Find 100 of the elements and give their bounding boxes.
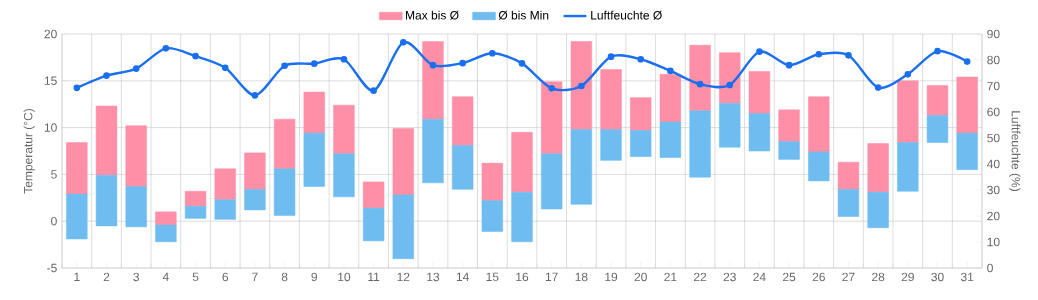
point: [281, 62, 288, 70]
bar: [362, 207, 385, 242]
point: [637, 55, 645, 63]
x-tick-label: 13: [427, 272, 440, 282]
x-tick-label: 17: [545, 272, 558, 281]
bar: [66, 142, 88, 195]
bar: [155, 211, 177, 226]
bar: [748, 113, 771, 152]
x-tick-label: 28: [872, 272, 885, 282]
bar: [481, 162, 503, 201]
bar: [808, 151, 830, 182]
point: [103, 72, 110, 79]
bar: [244, 189, 266, 211]
point: [370, 87, 377, 95]
x-tick-label: 29: [901, 272, 914, 282]
bar: [570, 41, 593, 130]
y-axis-title: Temperatur (°C): [23, 109, 35, 194]
x-tick-label: 21: [664, 272, 677, 282]
point: [518, 60, 526, 67]
legend-label: Luftfeuchte Ø: [591, 10, 662, 20]
bar: [630, 130, 652, 157]
bar: [600, 129, 622, 161]
bar: [125, 125, 147, 187]
x-tick-label: 12: [397, 272, 410, 282]
point: [785, 61, 793, 69]
x-tick-label: 7: [252, 272, 258, 281]
bar: [719, 103, 741, 148]
bar: [867, 143, 889, 193]
point: [132, 65, 140, 72]
point: [607, 53, 615, 60]
bar: [659, 73, 682, 123]
bar: [333, 104, 355, 155]
point: [756, 48, 763, 56]
x-tick-label: 24: [753, 272, 766, 282]
bar: [956, 132, 978, 170]
bar: [867, 191, 889, 229]
bar: [155, 224, 177, 243]
x-tick-label: 6: [222, 272, 229, 282]
bar: [897, 142, 919, 192]
bar: [422, 118, 444, 184]
x-tick-label: 11: [368, 272, 380, 281]
point: [162, 44, 170, 52]
y-tick-label: 0: [51, 216, 57, 226]
bar: [333, 153, 355, 198]
bar: [95, 105, 118, 176]
x-tick-label: 14: [456, 272, 469, 281]
point: [904, 70, 912, 78]
y2-tick-label: 90: [987, 29, 1000, 39]
point: [815, 50, 823, 58]
bar: [184, 190, 207, 207]
bar: [451, 96, 474, 146]
x-tick-label: 22: [694, 272, 707, 282]
point: [310, 60, 318, 67]
bar: [303, 132, 325, 187]
y-tick-label: 20: [44, 29, 57, 39]
x-tick-label: 16: [516, 272, 529, 282]
y-tick-label: -5: [47, 263, 57, 273]
point: [429, 61, 437, 69]
x-tick-label: 8: [281, 272, 288, 282]
y2-tick-label: 10: [987, 237, 1000, 247]
y2-tick-label: 0: [987, 263, 993, 273]
point: [874, 84, 882, 91]
bar: [481, 200, 503, 232]
point: [696, 80, 704, 88]
bar: [511, 132, 533, 193]
y-tick-label: 5: [51, 170, 57, 179]
point: [548, 85, 556, 92]
legend-label: Ø bis Min: [498, 10, 549, 20]
point: [667, 67, 674, 75]
bar: [244, 152, 266, 190]
x-tick-label: 30: [931, 272, 944, 282]
x-tick-label: 3: [133, 272, 140, 282]
point: [845, 51, 852, 59]
y2-tick-label: 20: [987, 211, 1000, 221]
x-tick-label: 23: [723, 272, 736, 282]
x-tick-label: 4: [162, 272, 169, 281]
x-tick-label: 5: [192, 272, 199, 282]
bar: [273, 168, 296, 216]
point: [489, 49, 496, 57]
bar: [303, 91, 325, 134]
bar: [570, 129, 593, 205]
bar: [689, 44, 711, 112]
x-tick-label: 27: [842, 272, 855, 282]
x-tick-label: 10: [338, 272, 351, 282]
bar: [659, 121, 682, 158]
bar: [600, 69, 622, 130]
bar: [451, 145, 474, 190]
bar: [956, 76, 978, 134]
bar: [511, 191, 533, 243]
x-tick-label: 26: [812, 272, 825, 282]
x-tick-label: 19: [605, 272, 618, 282]
legend-label: Max bis Ø: [406, 10, 459, 20]
y2-tick-label: 30: [987, 185, 1000, 195]
bar: [95, 175, 118, 227]
x-tick-label: 2: [103, 272, 110, 282]
x-tick-label: 25: [783, 272, 796, 282]
bar: [926, 85, 949, 116]
point: [578, 82, 585, 90]
bar: [541, 81, 563, 155]
bar: [392, 128, 414, 196]
